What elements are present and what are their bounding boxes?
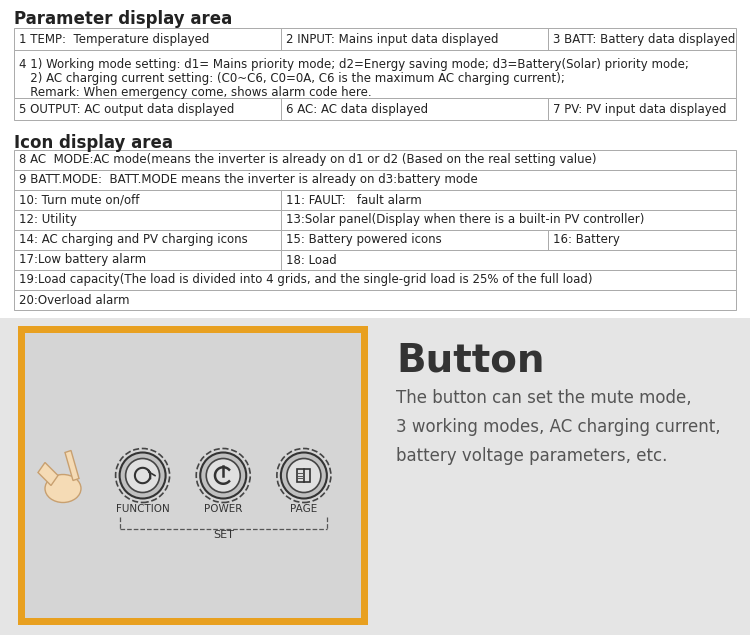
Text: 17:Low battery alarm: 17:Low battery alarm bbox=[19, 253, 146, 267]
Text: POWER: POWER bbox=[204, 504, 242, 514]
Text: 14: AC charging and PV charging icons: 14: AC charging and PV charging icons bbox=[19, 234, 248, 246]
Text: 13:Solar panel(Display when there is a built-in PV controller): 13:Solar panel(Display when there is a b… bbox=[286, 213, 644, 227]
Text: 20:Overload alarm: 20:Overload alarm bbox=[19, 293, 130, 307]
Polygon shape bbox=[65, 450, 79, 481]
Bar bbox=[14, 28, 281, 50]
Bar bbox=[14, 190, 281, 210]
Text: 18: Load: 18: Load bbox=[286, 253, 337, 267]
Bar bbox=[18, 326, 368, 625]
Bar bbox=[297, 469, 310, 481]
Text: 19:Load capacity(The load is divided into 4 grids, and the single-grid load is 2: 19:Load capacity(The load is divided int… bbox=[19, 274, 592, 286]
Text: 8 AC  MODE:AC mode(means the inverter is already on d1 or d2 (Based on the real : 8 AC MODE:AC mode(means the inverter is … bbox=[19, 154, 596, 166]
Text: The button can set the mute mode,
3 working modes, AC charging current,
battery : The button can set the mute mode, 3 work… bbox=[396, 389, 721, 465]
Text: 5 OUTPUT: AC output data displayed: 5 OUTPUT: AC output data displayed bbox=[19, 102, 234, 116]
Bar bbox=[14, 150, 736, 170]
Text: 2) AC charging current setting: (C0~C6, C0=0A, C6 is the maximum AC charging cur: 2) AC charging current setting: (C0~C6, … bbox=[19, 72, 565, 85]
Circle shape bbox=[125, 458, 160, 493]
Text: Parameter display area: Parameter display area bbox=[14, 10, 232, 28]
Bar bbox=[281, 210, 736, 230]
Text: 11: FAULT:   fault alarm: 11: FAULT: fault alarm bbox=[286, 194, 422, 206]
Text: 6 AC: AC data displayed: 6 AC: AC data displayed bbox=[286, 102, 428, 116]
Bar bbox=[14, 290, 736, 310]
Bar bbox=[548, 98, 736, 120]
Bar bbox=[14, 210, 281, 230]
Polygon shape bbox=[38, 462, 58, 486]
Bar bbox=[281, 250, 736, 270]
Bar bbox=[548, 28, 736, 50]
Text: PAGE: PAGE bbox=[290, 504, 317, 514]
Circle shape bbox=[287, 458, 321, 493]
Circle shape bbox=[200, 453, 246, 498]
Bar bbox=[548, 230, 736, 250]
Text: 12: Utility: 12: Utility bbox=[19, 213, 76, 227]
Text: Button: Button bbox=[396, 341, 544, 379]
Text: 1 TEMP:  Temperature displayed: 1 TEMP: Temperature displayed bbox=[19, 32, 209, 46]
Bar bbox=[14, 230, 281, 250]
Text: 10: Turn mute on/off: 10: Turn mute on/off bbox=[19, 194, 140, 206]
Bar bbox=[0, 318, 750, 635]
Bar bbox=[14, 270, 736, 290]
Bar bbox=[281, 190, 736, 210]
Bar bbox=[14, 250, 281, 270]
Text: 15: Battery powered icons: 15: Battery powered icons bbox=[286, 234, 442, 246]
Bar bbox=[14, 50, 736, 98]
Text: 3 BATT: Battery data displayed: 3 BATT: Battery data displayed bbox=[554, 32, 736, 46]
Text: 2 INPUT: Mains input data displayed: 2 INPUT: Mains input data displayed bbox=[286, 32, 499, 46]
Text: SET: SET bbox=[213, 530, 234, 540]
Text: 7 PV: PV input data displayed: 7 PV: PV input data displayed bbox=[554, 102, 727, 116]
Bar bbox=[281, 28, 548, 50]
Text: Remark: When emergency come, shows alarm code here.: Remark: When emergency come, shows alarm… bbox=[19, 86, 372, 99]
Circle shape bbox=[119, 453, 166, 498]
Bar bbox=[281, 230, 548, 250]
Text: 16: Battery: 16: Battery bbox=[554, 234, 620, 246]
Circle shape bbox=[206, 458, 240, 493]
Ellipse shape bbox=[45, 474, 81, 502]
Bar bbox=[25, 333, 361, 618]
Bar bbox=[281, 98, 548, 120]
Bar bbox=[14, 170, 736, 190]
Text: Icon display area: Icon display area bbox=[14, 134, 173, 152]
Circle shape bbox=[281, 453, 327, 498]
Text: 9 BATT.MODE:  BATT.MODE means the inverter is already on d3:battery mode: 9 BATT.MODE: BATT.MODE means the inverte… bbox=[19, 173, 478, 187]
Bar bbox=[14, 98, 281, 120]
Text: FUNCTION: FUNCTION bbox=[116, 504, 170, 514]
Text: 4 1) Working mode setting: d1= Mains priority mode; d2=Energy saving mode; d3=Ba: 4 1) Working mode setting: d1= Mains pri… bbox=[19, 58, 688, 71]
